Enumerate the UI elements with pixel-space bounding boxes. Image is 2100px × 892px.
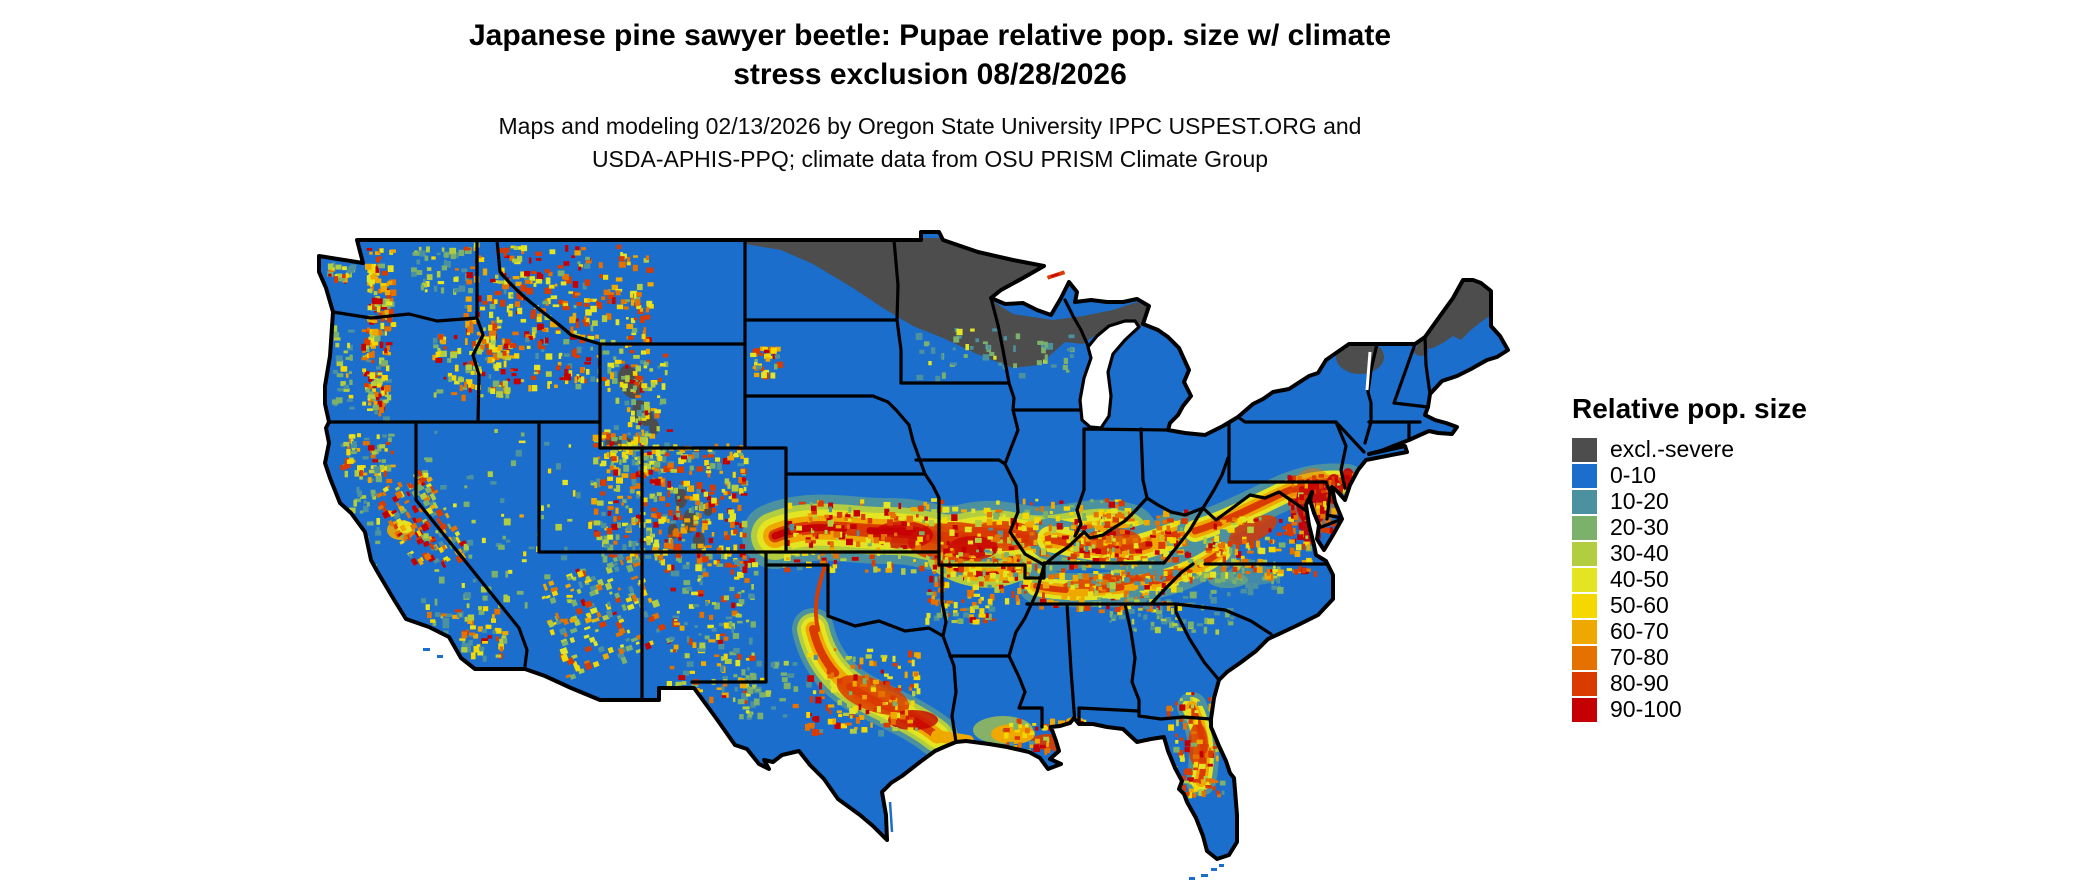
title-line-1: Japanese pine sawyer beetle: Pupae relat… [468,19,1392,52]
figure-title: Japanese pine sawyer beetle: Pupae relat… [0,16,1860,94]
legend-item: 40-50 [1572,566,1807,592]
legend-swatch [1572,541,1597,566]
legend-swatch [1572,489,1597,514]
subtitle-line-1: Maps and modeling 02/13/2026 by Oregon S… [498,113,1362,139]
legend-items: excl.-severe 0-10 10-20 20-30 30-40 40-50 50-6… [1572,436,1807,722]
legend-swatch [1572,567,1597,592]
legend-item: 50-60 [1572,592,1807,618]
legend-label: 20-30 [1610,514,1669,540]
legend-item: 80-90 [1572,670,1807,696]
legend-label: 40-50 [1610,566,1669,592]
map-legend: Relative pop. size excl.-severe 0-10 10-20… [1572,393,1807,723]
legend-swatch [1572,619,1597,644]
legend-swatch [1572,593,1597,618]
us-map-container [313,230,1528,880]
legend-label: 50-60 [1610,592,1669,618]
legend-item: excl.-severe [1572,436,1807,462]
legend-label: 30-40 [1610,540,1669,566]
legend-label: 10-20 [1610,488,1669,514]
map-raster-layers [327,238,1491,799]
legend-item: 30-40 [1572,540,1807,566]
legend-item: 20-30 [1572,514,1807,540]
lake-champlain [1365,351,1372,391]
state-borders [327,238,1432,744]
legend-swatch [1572,463,1597,488]
subtitle-line-2: USDA-APHIS-PPQ; climate data from OSU PR… [591,146,1269,172]
legend-label: 90-100 [1610,696,1682,722]
figure-header: Japanese pine sawyer beetle: Pupae relat… [0,16,1860,176]
lake-michigan [1078,319,1141,430]
legend-item: 90-100 [1572,696,1807,722]
legend-label: 60-70 [1610,618,1669,644]
legend-label: 0-10 [1610,462,1657,488]
legend-swatch [1572,515,1597,540]
legend-label: 70-80 [1610,644,1669,670]
legend-swatch [1572,645,1597,670]
legend-swatch [1572,671,1597,696]
legend-swatch [1572,437,1597,462]
figure-subtitle: Maps and modeling 02/13/2026 by Oregon S… [0,110,1860,176]
legend-label: excl.-severe [1610,436,1734,462]
legend-title: Relative pop. size [1572,393,1807,424]
raster-speckles [327,242,1361,799]
legend-item: 70-80 [1572,644,1807,670]
legend-swatch [1572,697,1597,722]
title-line-2: stress exclusion 08/28/2026 [733,58,1127,91]
legend-item: 60-70 [1572,618,1807,644]
legend-label: 80-90 [1610,670,1669,696]
legend-item: 0-10 [1572,462,1807,488]
isle-royale [1046,270,1066,280]
legend-item: 10-20 [1572,488,1807,514]
offshore-islands [423,648,1224,880]
us-population-map [317,230,1510,880]
